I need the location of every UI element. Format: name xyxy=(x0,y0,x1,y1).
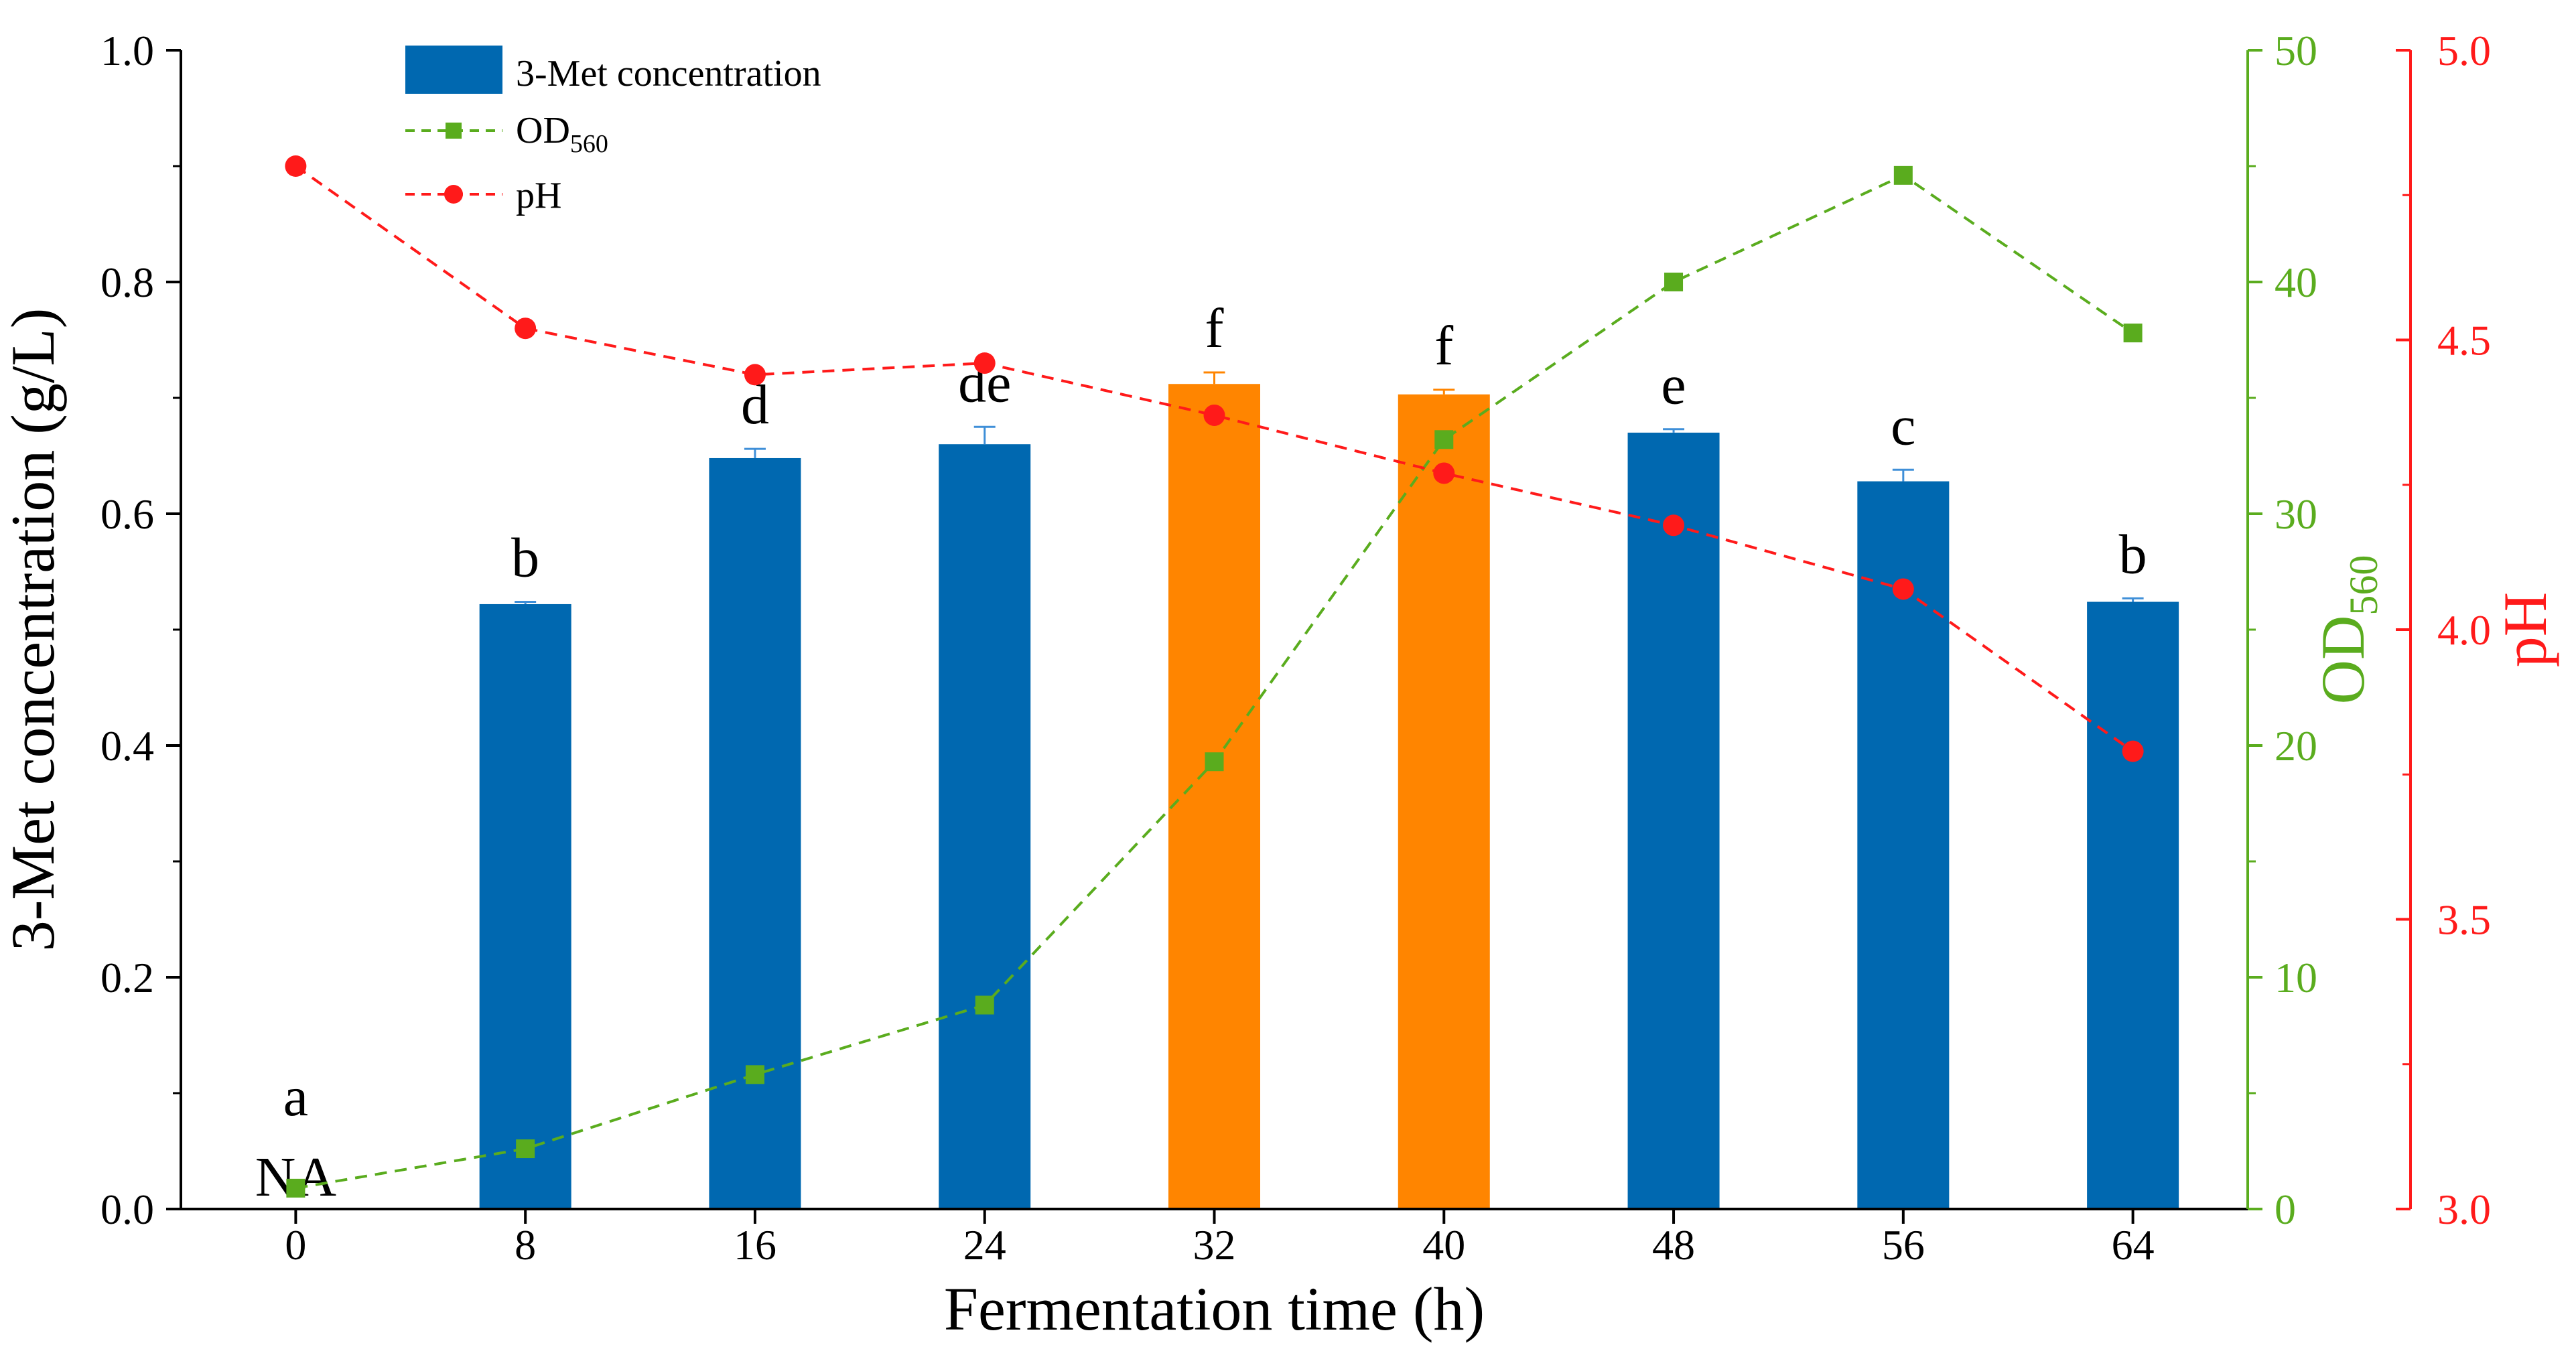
bar xyxy=(1857,481,1950,1209)
x-tick-label: 48 xyxy=(1652,1221,1695,1269)
od-point xyxy=(1664,273,1684,291)
y2-tick-label: 30 xyxy=(2275,490,2317,538)
y-tick-label: 1.0 xyxy=(100,27,154,74)
y2-axis-title: OD560 xyxy=(2309,555,2386,705)
ph-point xyxy=(744,364,766,386)
bar xyxy=(939,444,1031,1210)
x-tick-label: 32 xyxy=(1193,1221,1236,1269)
legend-label-od-sub: 560 xyxy=(570,130,608,158)
y2-tick-label: 50 xyxy=(2275,27,2317,74)
ph-point xyxy=(1203,404,1225,426)
ph-point xyxy=(1433,462,1455,484)
significance-label: c xyxy=(1891,395,1915,457)
od-point xyxy=(2123,324,2143,343)
y3-tick-label: 3.5 xyxy=(2437,896,2491,944)
ph-point xyxy=(285,155,307,177)
y-tick-label: 0.8 xyxy=(100,259,154,306)
od-point xyxy=(286,1178,306,1198)
od-point xyxy=(1893,165,1913,185)
legend-label-od-main: OD xyxy=(516,110,570,151)
significance-label: a xyxy=(283,1066,308,1128)
y2-tick-label: 20 xyxy=(2275,722,2317,770)
y3-tick-label: 4.5 xyxy=(2437,317,2491,364)
legend-label-bar: 3-Met concentration xyxy=(516,53,821,94)
significance-label: b xyxy=(511,526,539,589)
significance-label: e xyxy=(1661,354,1686,417)
y3-axis-title: pH xyxy=(2491,592,2559,667)
x-tick-label: 16 xyxy=(734,1221,776,1269)
significance-label: b xyxy=(2119,523,2147,585)
y-tick-label: 0.6 xyxy=(100,490,154,538)
y-tick-label: 0.4 xyxy=(100,722,154,770)
y2-axis-title-sub: 560 xyxy=(2342,555,2386,616)
y3-tick-label: 3.0 xyxy=(2437,1186,2491,1233)
y2-tick-label: 10 xyxy=(2275,954,2317,1001)
ph-point xyxy=(1663,514,1685,537)
od-point xyxy=(516,1139,535,1159)
ph-point xyxy=(2122,740,2144,762)
na-label: NA xyxy=(255,1146,337,1208)
x-tick-label: 8 xyxy=(515,1221,536,1269)
x-axis-title: Fermentation time (h) xyxy=(944,1275,1485,1343)
bar xyxy=(1168,384,1260,1209)
y2-tick-label: 40 xyxy=(2275,259,2317,306)
legend-marker-ph xyxy=(444,185,463,204)
ph-point xyxy=(515,317,537,340)
y2-axis-title-main: OD xyxy=(2309,616,2377,705)
od-point xyxy=(1205,752,1224,772)
legend: 3-Met concentration OD560 pH xyxy=(405,46,821,216)
axes: 0 8 16 24 32 40 48 56 64 Fermentation time (h) 0.0… xyxy=(0,27,2559,1343)
y-tick-label: 0.2 xyxy=(100,954,154,1001)
bar xyxy=(1398,394,1490,1209)
x-tick-label: 40 xyxy=(1422,1221,1465,1269)
y-tick-label: 0.0 xyxy=(100,1186,154,1233)
od-point xyxy=(1434,430,1454,449)
y3-tick-label: 4.0 xyxy=(2437,606,2491,654)
significance-label: f xyxy=(1205,297,1224,360)
od-point xyxy=(975,995,994,1015)
legend-marker-od xyxy=(446,123,462,139)
x-tick-label: 64 xyxy=(2112,1221,2155,1269)
ph-point xyxy=(973,352,996,374)
bar xyxy=(709,457,801,1210)
significance-label: f xyxy=(1434,315,1453,377)
ph-point xyxy=(1892,578,1914,600)
x-tick-label: 0 xyxy=(285,1221,306,1269)
y-axis-title: 3-Met concentration (g/L) xyxy=(0,308,67,952)
line-group xyxy=(285,155,2144,1198)
legend-swatch-bar xyxy=(405,46,502,94)
y3-tick-label: 5.0 xyxy=(2437,27,2491,74)
legend-label-od: OD560 xyxy=(516,110,608,158)
od-point xyxy=(745,1065,764,1084)
x-tick-label: 56 xyxy=(1882,1221,1925,1269)
legend-label-ph: pH xyxy=(516,175,561,216)
y2-tick-label: 0 xyxy=(2275,1186,2296,1233)
bar xyxy=(2087,601,2179,1209)
bar xyxy=(479,604,571,1209)
x-tick-label: 24 xyxy=(963,1221,1006,1269)
bar xyxy=(1627,432,1720,1209)
series-line-ph xyxy=(295,165,2134,753)
